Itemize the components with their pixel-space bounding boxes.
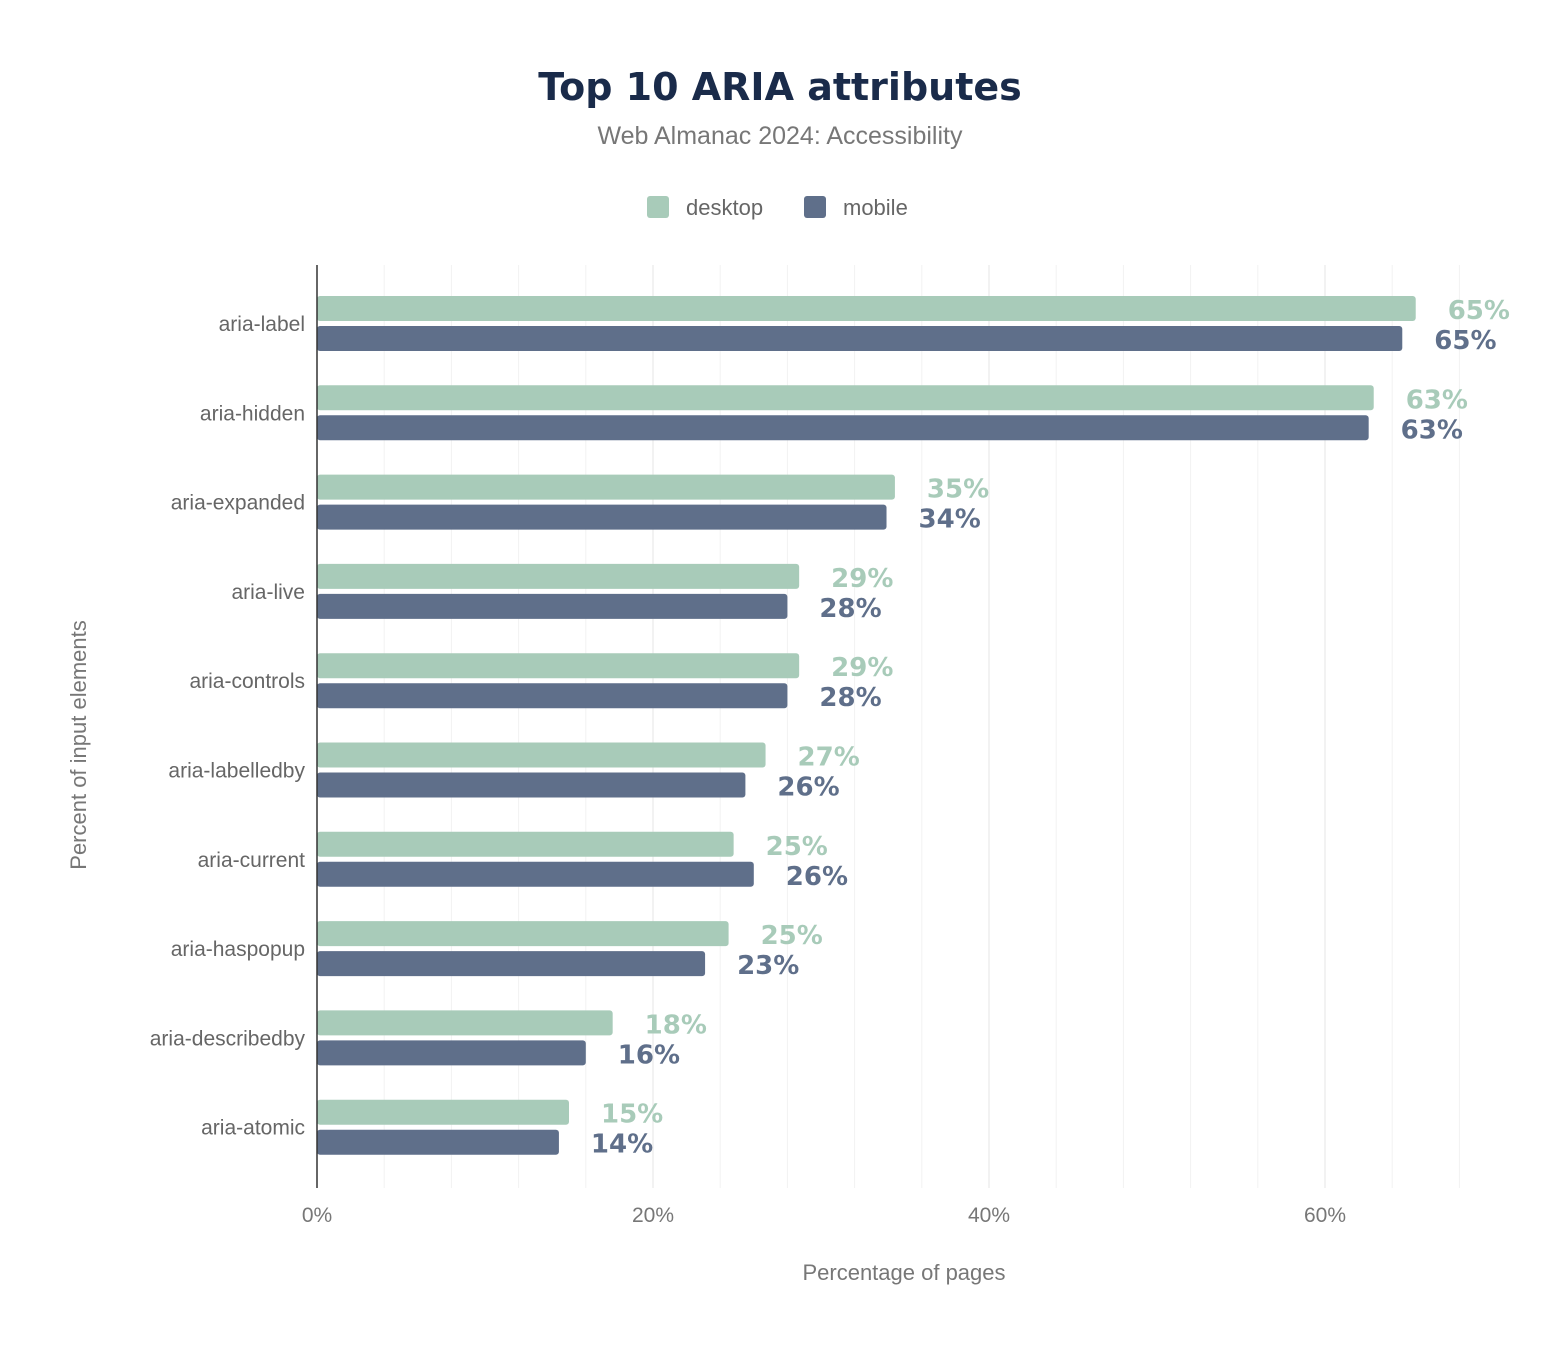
legend-label-mobile[interactable]: mobile — [843, 195, 908, 220]
x-tick-label: 20% — [632, 1204, 674, 1227]
data-label-desktop: 29% — [831, 653, 893, 683]
data-label-mobile: 34% — [919, 505, 981, 535]
bar-mobile[interactable] — [317, 1040, 586, 1066]
bars — [317, 296, 1416, 1155]
bar-mobile[interactable] — [317, 326, 1403, 351]
bar-desktop[interactable] — [317, 474, 895, 500]
y-axis-title: Percent of input elements — [66, 620, 91, 869]
bar-desktop[interactable] — [317, 385, 1374, 411]
bar-mobile[interactable] — [317, 415, 1369, 441]
data-label-mobile: 26% — [777, 773, 839, 803]
data-label-mobile: 23% — [737, 951, 799, 981]
category-label: aria-hidden — [200, 402, 305, 425]
chart-subtitle: Web Almanac 2024: Accessibility — [597, 122, 963, 150]
bar-mobile[interactable] — [317, 951, 706, 977]
legend-swatch-mobile[interactable] — [804, 196, 826, 218]
bar-desktop[interactable] — [317, 296, 1416, 321]
bar-desktop[interactable] — [317, 563, 800, 589]
data-label-mobile: 26% — [786, 862, 848, 892]
data-label-desktop: 18% — [645, 1010, 707, 1040]
category-label: aria-live — [231, 581, 305, 604]
x-tick-label: 60% — [1304, 1204, 1346, 1227]
data-label-desktop: 25% — [766, 832, 828, 862]
chart-title: Top 10 ARIA attributes — [538, 65, 1022, 109]
data-label-mobile: 14% — [591, 1130, 653, 1160]
x-tick-label: 0% — [302, 1204, 332, 1227]
bar-mobile[interactable] — [317, 504, 887, 530]
x-tick-label: 40% — [968, 1204, 1010, 1227]
data-label-mobile: 28% — [819, 594, 881, 624]
category-label: aria-labelledby — [168, 760, 305, 783]
x-tick-labels: 0% 20% 40% 60% — [302, 1204, 1346, 1227]
data-label-desktop: 29% — [831, 564, 893, 594]
data-label-desktop: 35% — [927, 475, 989, 505]
legend-swatch-desktop[interactable] — [647, 196, 669, 218]
data-label-mobile: 63% — [1401, 415, 1463, 445]
bar-desktop[interactable] — [317, 1010, 613, 1036]
bar-desktop[interactable] — [317, 921, 729, 947]
bar-desktop[interactable] — [317, 1099, 569, 1125]
data-label-desktop: 25% — [761, 921, 823, 951]
legend: desktop mobile — [647, 195, 908, 220]
data-label-mobile: 65% — [1434, 326, 1496, 356]
data-label-desktop: 15% — [601, 1100, 663, 1130]
bar-mobile[interactable] — [317, 593, 788, 619]
category-labels: aria-label aria-hidden aria-expanded aria-l… — [150, 313, 306, 1140]
bar-mobile[interactable] — [317, 1129, 559, 1155]
data-label-mobile: 28% — [819, 683, 881, 713]
bar-mobile[interactable] — [317, 683, 788, 709]
x-axis-title: Percentage of pages — [802, 1260, 1005, 1285]
bar-desktop[interactable] — [317, 653, 800, 679]
category-label: aria-atomic — [201, 1117, 305, 1140]
category-label: aria-expanded — [171, 492, 305, 515]
data-label-desktop: 27% — [798, 743, 860, 773]
bar-mobile[interactable] — [317, 861, 754, 887]
bar-desktop[interactable] — [317, 831, 734, 857]
data-label-desktop: 63% — [1406, 385, 1468, 415]
data-label-desktop: 65% — [1448, 296, 1510, 326]
category-label: aria-haspopup — [171, 938, 305, 961]
category-label: aria-current — [198, 849, 306, 872]
data-labels: 65%65%63%63%35%34%29%28%29%28%27%26%25%2… — [591, 296, 1510, 1160]
category-label: aria-describedby — [150, 1027, 306, 1050]
bar-mobile[interactable] — [317, 772, 746, 798]
bar-desktop[interactable] — [317, 742, 766, 768]
data-label-mobile: 16% — [618, 1040, 680, 1070]
category-label: aria-label — [219, 313, 305, 336]
category-label: aria-controls — [189, 670, 305, 693]
legend-label-desktop[interactable]: desktop — [686, 195, 763, 220]
